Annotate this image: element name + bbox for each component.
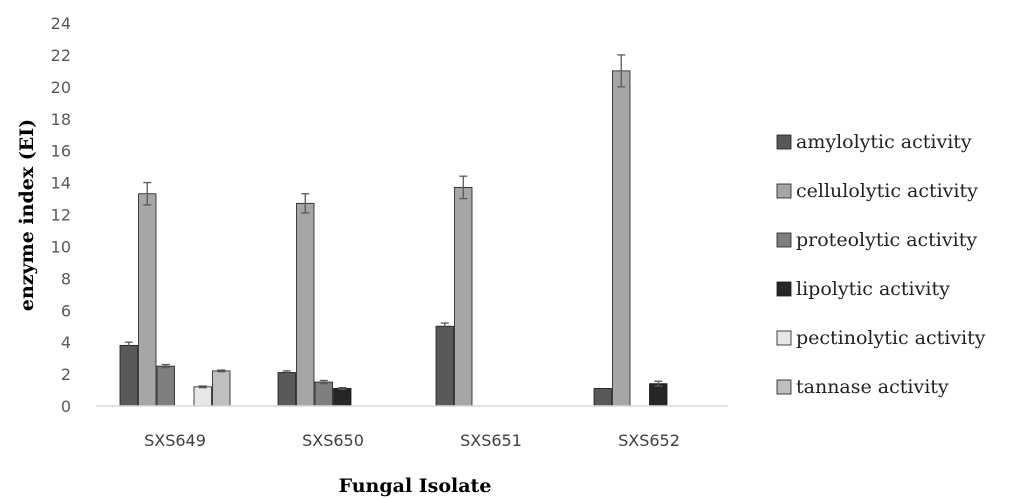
legend-label: pectinolytic activity bbox=[796, 327, 986, 349]
y-axis-title: enzyme index (EI) bbox=[16, 119, 38, 311]
bar bbox=[593, 388, 612, 407]
y-tick-label: 0 bbox=[61, 397, 71, 416]
bar bbox=[435, 325, 454, 407]
bars-group bbox=[119, 54, 668, 407]
bar bbox=[314, 381, 333, 407]
x-axis-title: Fungal Isolate bbox=[339, 475, 492, 497]
bar bbox=[649, 383, 668, 407]
legend-swatch bbox=[776, 183, 792, 199]
legend-label: cellulolytic activity bbox=[796, 180, 978, 202]
y-tick-label: 8 bbox=[61, 269, 71, 288]
bar bbox=[612, 70, 631, 407]
x-category-label: SXS650 bbox=[302, 431, 364, 450]
y-tick-label: 6 bbox=[61, 301, 71, 320]
legend-swatch bbox=[776, 330, 792, 346]
y-tick-label: 4 bbox=[61, 333, 71, 352]
y-tick-label: 14 bbox=[51, 174, 71, 193]
y-tick-label: 12 bbox=[51, 206, 71, 225]
x-axis-categories: SXS649 SXS650 SXS651 SXS652 bbox=[144, 431, 680, 450]
legend-label: lipolytic activity bbox=[796, 278, 950, 300]
legend-label: amylolytic activity bbox=[796, 131, 972, 153]
bar bbox=[454, 186, 473, 407]
x-category-label: SXS651 bbox=[460, 431, 522, 450]
bar bbox=[333, 388, 352, 407]
y-tick-label: 22 bbox=[51, 46, 71, 65]
legend-swatch bbox=[776, 232, 792, 248]
legend: amylolytic activity cellulolytic activity… bbox=[776, 131, 986, 398]
y-tick-label: 20 bbox=[51, 78, 71, 97]
legend-swatch bbox=[776, 281, 792, 297]
legend-swatch bbox=[776, 134, 792, 150]
x-category-label: SXS652 bbox=[618, 431, 680, 450]
y-tick-label: 24 bbox=[51, 14, 71, 33]
bar bbox=[119, 344, 138, 407]
bar bbox=[156, 365, 175, 407]
legend-label: tannase activity bbox=[796, 376, 949, 398]
bar bbox=[212, 370, 231, 407]
y-tick-label: 10 bbox=[51, 237, 71, 256]
y-tick-label: 16 bbox=[51, 142, 71, 161]
bar bbox=[193, 386, 212, 407]
legend-label: proteolytic activity bbox=[796, 229, 977, 251]
y-tick-label: 18 bbox=[51, 110, 71, 129]
bar bbox=[138, 193, 157, 407]
x-category-label: SXS649 bbox=[144, 431, 206, 450]
bar bbox=[277, 372, 296, 407]
bar bbox=[296, 202, 315, 407]
y-tick-label: 2 bbox=[61, 365, 71, 384]
legend-swatch bbox=[776, 379, 792, 395]
